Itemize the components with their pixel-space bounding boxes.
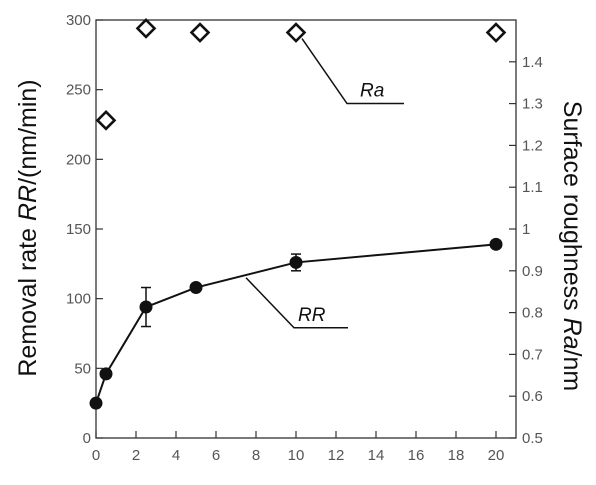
plot-frame [95,19,517,439]
right-y-tick-label: 0.8 [522,305,543,322]
rr-data-point [139,300,153,314]
x-tick-label: 4 [172,447,180,464]
right-y-axis: 0.5 0.6 0.7 0.8 0.9 1 1.1 1.2 1.3 1.4 [509,54,543,447]
x-tick-label: 0 [92,447,100,464]
left-axis-title-variable: RR [14,185,42,221]
ra-data-point [485,22,507,43]
right-axis-title-text: Surface roughness [558,101,586,318]
right-y-tick-label: 0.7 [522,346,543,363]
ra-data-point [135,18,157,39]
rr-data-point [99,367,113,381]
ra-data-point [189,22,211,43]
plot-border [95,19,517,439]
right-axis-title-unit: /nm [558,350,586,392]
left-y-tick-label: 300 [66,12,91,29]
ra-data-point [95,109,117,131]
ra-leader-line [301,38,404,105]
right-y-tick-label: 0.6 [522,388,543,405]
left-axis-title: Removal rate RR/(nm/min) [14,79,42,376]
x-tick-label: 14 [368,447,385,464]
right-y-tick-label: 1.3 [522,96,543,113]
x-axis: 0 2 4 6 8 10 12 14 16 18 20 [92,431,505,464]
left-y-tick-label: 250 [66,82,91,99]
x-tick-label: 10 [288,447,305,464]
x-tick-label: 18 [448,447,465,464]
left-y-tick-label: 100 [66,291,91,308]
right-axis-title: Surface roughness Ra/nm [558,101,586,391]
ra-annotation-label: Ra [360,81,384,102]
x-tick-label: 20 [488,447,505,464]
annotation-layer: Ra RR [245,38,404,329]
right-y-tick-label: 1 [522,221,530,238]
right-y-tick-label: 1.4 [522,54,543,71]
right-y-tick-label: 1.1 [522,179,543,196]
rr-data-point [489,237,503,251]
right-y-tick-label: 0.5 [522,430,543,447]
right-y-tick-label: 1.2 [522,137,543,154]
rr-data-point [89,396,103,410]
left-y-axis: 0 50 100 150 200 250 300 [66,12,103,447]
right-axis-title-variable: Ra [558,318,586,350]
left-y-tick-label: 150 [66,221,91,238]
rr-data-point [189,281,203,295]
rr-leader-line [245,277,348,329]
left-y-tick-label: 200 [66,151,91,168]
rr-data-point [289,255,303,269]
rr-annotation-label: RR [298,305,326,326]
x-tick-label: 12 [328,447,345,464]
x-tick-label: 2 [132,447,140,464]
x-tick-label: 16 [408,447,425,464]
x-tick-label: 8 [252,447,260,464]
series-layer [89,18,507,410]
left-y-tick-label: 0 [83,430,91,447]
ra-data-point [285,22,307,43]
left-y-tick-label: 50 [74,360,91,377]
left-axis-title-unit: /(nm/min) [14,79,42,185]
x-tick-label: 6 [212,447,220,464]
left-axis-title-text: Removal rate [14,221,42,377]
right-y-tick-label: 0.9 [522,263,543,280]
